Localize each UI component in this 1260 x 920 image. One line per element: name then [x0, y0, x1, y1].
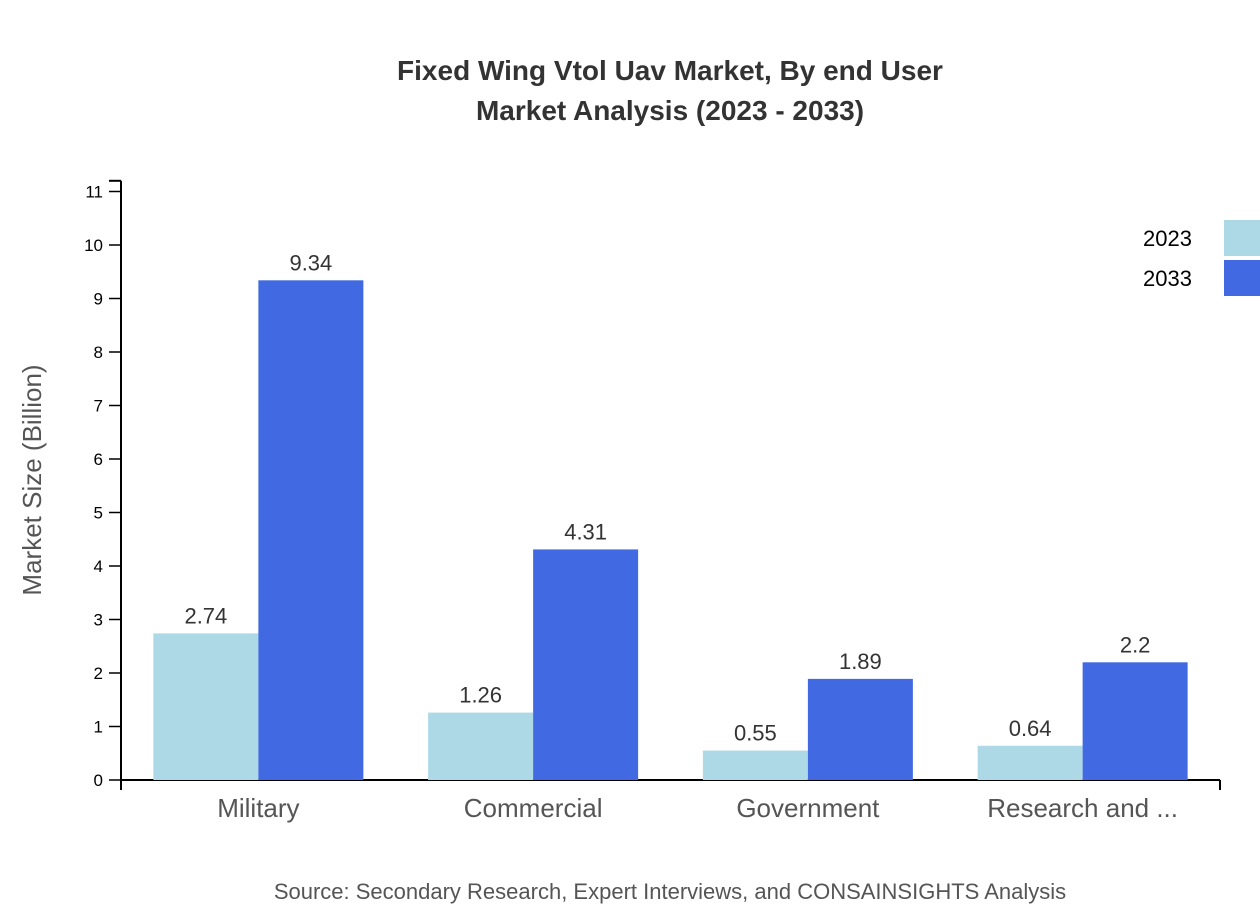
- legend-label: 2033: [1143, 266, 1192, 291]
- bar-2033: [1082, 662, 1188, 780]
- x-tick-label: Commercial: [464, 793, 603, 823]
- bar-2033: [258, 280, 364, 780]
- data-label: 0.55: [734, 721, 777, 746]
- y-tick-label: 2: [94, 664, 103, 683]
- y-tick-label: 8: [94, 343, 103, 362]
- source-note: Source: Secondary Research, Expert Inter…: [274, 879, 1066, 904]
- x-tick-label: Military: [217, 793, 299, 823]
- x-tick-label: Government: [736, 793, 880, 823]
- bar-2023: [977, 745, 1083, 780]
- data-label: 0.64: [1009, 716, 1052, 741]
- y-tick-label: 9: [94, 290, 103, 309]
- y-tick-label: 10: [84, 236, 103, 255]
- bar-2023: [153, 633, 259, 780]
- legend-swatch: [1224, 260, 1260, 296]
- y-axis-label: Market Size (Billion): [17, 364, 47, 595]
- data-label: 1.26: [459, 683, 502, 708]
- data-label: 4.31: [564, 519, 607, 544]
- y-tick-label: 0: [94, 771, 103, 790]
- bar-2033: [807, 678, 913, 780]
- data-label: 9.34: [289, 250, 332, 275]
- legend-label: 2023: [1143, 226, 1192, 251]
- x-tick-label: Research and ...: [987, 793, 1178, 823]
- y-tick-label: 1: [94, 718, 103, 737]
- data-label: 2.74: [184, 603, 227, 628]
- chart-subtitle: Market Analysis (2023 - 2033): [476, 95, 864, 126]
- data-label: 2.2: [1120, 632, 1151, 657]
- legend: 2023 2033: [1143, 220, 1260, 296]
- y-tick-label: 7: [94, 397, 103, 416]
- chart-title: Fixed Wing Vtol Uav Market, By end User: [397, 55, 943, 86]
- plot-area: 0 1 2 3 4 5 6 7 8 9 10 11 Military 2.74 9.34 Commercial…: [84, 179, 1221, 823]
- bar-2023: [428, 712, 534, 780]
- bar-2033: [533, 549, 639, 780]
- y-tick-label: 4: [94, 557, 103, 576]
- y-tick-label: 3: [94, 611, 103, 630]
- bar-2023: [702, 750, 808, 780]
- y-tick-label: 5: [94, 504, 103, 523]
- y-tick-label: 11: [85, 183, 103, 202]
- y-tick-label: 6: [94, 450, 103, 469]
- legend-swatch: [1224, 220, 1260, 256]
- data-label: 1.89: [839, 649, 882, 674]
